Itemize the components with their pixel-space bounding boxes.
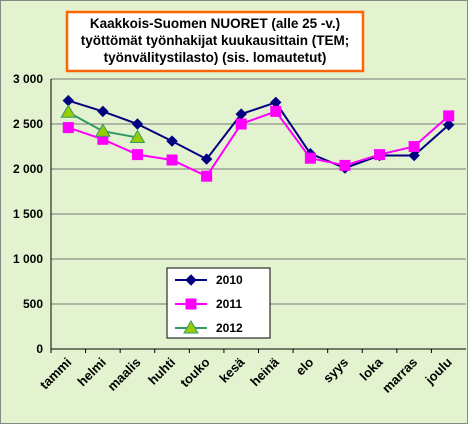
marker [166, 135, 178, 147]
marker [185, 274, 197, 286]
legend-label: 2012 [216, 321, 243, 335]
y-tick-label: 0 [36, 342, 43, 356]
marker [62, 122, 74, 134]
marker [235, 118, 247, 130]
chart-title: työnvälitystilasto) (sis. lomautetut) [104, 50, 327, 65]
marker [270, 105, 282, 117]
marker [183, 320, 199, 334]
marker [374, 149, 386, 161]
y-tick-label: 2 500 [13, 117, 43, 131]
marker [60, 104, 77, 118]
marker [339, 159, 351, 171]
series-line [67, 99, 450, 170]
marker [408, 149, 420, 162]
marker [443, 119, 455, 131]
marker [95, 123, 111, 137]
marker [131, 149, 143, 161]
marker [200, 153, 213, 165]
marker [131, 118, 144, 130]
legend: 2010 2011 2012 [166, 267, 271, 339]
y-tick-label: 2 000 [13, 162, 43, 176]
legend-label: 2011 [216, 297, 242, 311]
y-tick-label: 1 000 [13, 252, 43, 266]
legend-label: 2010 [216, 273, 243, 287]
marker [201, 170, 213, 182]
marker [97, 105, 109, 118]
chart-title: työttömät työnhakijat kuukausittain (TEM… [81, 33, 350, 48]
marker [129, 129, 146, 143]
y-tick-label: 3 000 [13, 72, 43, 86]
marker [443, 110, 455, 122]
chart-title: Kaakkois-Suomen NUORET (alle 25 -v.) [90, 16, 340, 31]
marker [408, 141, 420, 152]
title-box [65, 10, 365, 73]
series-line [67, 110, 450, 178]
marker [304, 152, 316, 164]
marker [185, 298, 197, 310]
marker [166, 154, 178, 166]
y-tick-label: 500 [23, 297, 43, 311]
y-tick-label: 1 500 [13, 207, 43, 221]
